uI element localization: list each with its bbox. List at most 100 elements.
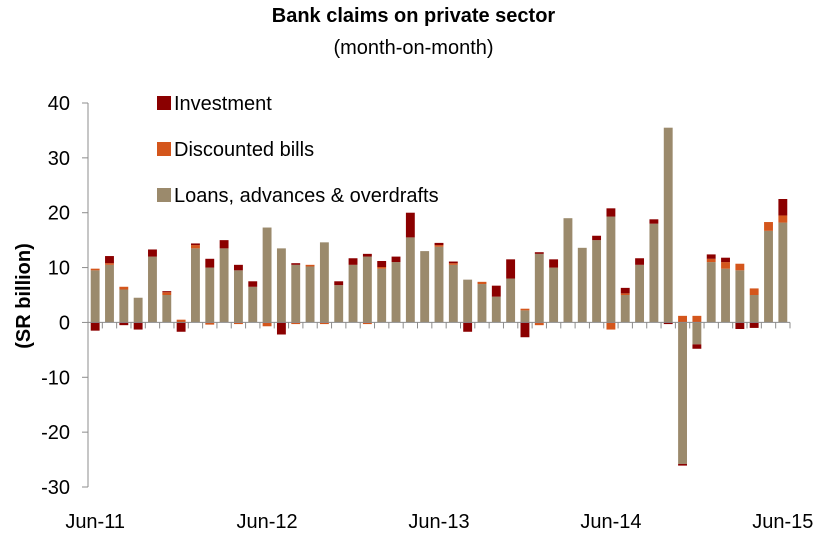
bar-investment xyxy=(391,256,401,263)
bar-loans-advances-overdrafts xyxy=(477,284,487,323)
bar-discounted-bills xyxy=(534,322,544,326)
bar-loans-advances-overdrafts xyxy=(448,264,458,323)
bar-loans-advances-overdrafts xyxy=(305,266,315,323)
bar-investment xyxy=(176,322,186,332)
bar-investment xyxy=(105,256,114,264)
bar-discounted-bills xyxy=(377,267,387,269)
bar-investment xyxy=(334,281,344,286)
bar-investment xyxy=(377,260,387,268)
bar-loans-advances-overdrafts xyxy=(735,270,745,323)
bar-discounted-bills xyxy=(706,258,716,263)
bar-investment xyxy=(348,258,358,265)
bar-loans-advances-overdrafts xyxy=(377,268,387,323)
bar-loans-advances-overdrafts xyxy=(219,248,229,323)
bar-investment xyxy=(592,235,602,241)
bar-loans-advances-overdrafts xyxy=(620,295,630,323)
bar-investment xyxy=(463,322,473,332)
bar-investment xyxy=(448,261,458,264)
chart-title: Bank claims on private sector xyxy=(271,5,556,27)
bar-investment xyxy=(219,240,229,249)
x-tick-label: Jun-12 xyxy=(237,511,298,533)
legend: Investment Discounted bills Loans, advance… xyxy=(157,93,439,207)
bar-loans-advances-overdrafts xyxy=(663,127,673,323)
bar-loans-advances-overdrafts xyxy=(148,256,157,323)
legend-label-investment: Investment xyxy=(174,93,272,115)
bar-loans-advances-overdrafts xyxy=(692,322,702,345)
bar-discounted-bills xyxy=(606,322,616,330)
bar-discounted-bills xyxy=(291,322,301,325)
bar-loans-advances-overdrafts xyxy=(721,268,730,323)
bar-investment xyxy=(649,219,659,224)
bar-loans-advances-overdrafts xyxy=(606,216,616,323)
bar-loans-advances-overdrafts xyxy=(534,253,544,323)
bar-investment xyxy=(506,259,516,279)
bar-loans-advances-overdrafts xyxy=(291,264,301,323)
y-tick-label: 20 xyxy=(48,203,70,225)
bar-investment xyxy=(148,249,157,257)
bar-investment xyxy=(133,322,143,330)
bar-discounted-bills xyxy=(205,322,215,325)
bar-investment xyxy=(663,322,673,325)
bar-loans-advances-overdrafts xyxy=(362,256,372,323)
bar-loans-advances-overdrafts xyxy=(90,270,100,323)
axes-layer xyxy=(82,102,791,488)
bar-loans-advances-overdrafts xyxy=(233,270,243,323)
bar-loans-advances-overdrafts xyxy=(749,295,759,323)
bar-investment xyxy=(90,322,100,331)
tick-labels-layer: -30 -20 -10 0 10 20 30 40 Jun-11 Jun-12 Jun-13 Jun-… xyxy=(41,93,813,533)
bar-investment xyxy=(191,243,200,246)
bar-investment xyxy=(233,264,243,271)
legend-swatch-loans-advances-overdrafts xyxy=(157,188,171,202)
bar-loans-advances-overdrafts xyxy=(420,251,430,323)
bar-loans-advances-overdrafts xyxy=(162,295,172,323)
bar-investment xyxy=(549,259,559,268)
bar-discounted-bills xyxy=(319,322,329,325)
y-tick-label: 10 xyxy=(48,258,70,280)
bar-investment xyxy=(635,258,645,265)
x-tick-label: Jun-15 xyxy=(752,511,813,533)
x-tick-label: Jun-11 xyxy=(65,511,125,533)
y-tick-label: 30 xyxy=(48,148,70,170)
bar-loans-advances-overdrafts xyxy=(463,279,473,323)
bar-loans-advances-overdrafts xyxy=(405,237,415,323)
chart-subtitle: (month-on-month) xyxy=(333,37,494,59)
bar-loans-advances-overdrafts xyxy=(491,296,501,323)
bar-loans-advances-overdrafts xyxy=(334,285,344,323)
bar-investment xyxy=(620,287,630,294)
bar-discounted-bills xyxy=(735,263,745,271)
bar-loans-advances-overdrafts xyxy=(119,289,129,323)
bar-investment xyxy=(749,322,759,328)
bar-investment xyxy=(606,208,616,217)
bar-loans-advances-overdrafts xyxy=(248,286,258,323)
bar-discounted-bills xyxy=(362,322,372,325)
bar-investment xyxy=(678,463,687,466)
bar-discounted-bills xyxy=(162,292,172,295)
bar-investment xyxy=(491,285,501,297)
bar-loans-advances-overdrafts xyxy=(764,230,773,323)
bar-investment xyxy=(162,291,172,293)
y-tick-label: -20 xyxy=(41,422,70,444)
bar-loans-advances-overdrafts xyxy=(706,262,716,323)
bar-discounted-bills xyxy=(678,315,687,323)
legend-swatch-discounted-bills xyxy=(157,142,171,156)
x-tick-label: Jun-14 xyxy=(580,511,641,533)
bar-investment xyxy=(119,322,129,326)
bar-investment xyxy=(434,242,444,246)
bar-investment xyxy=(534,252,544,254)
bar-investment xyxy=(291,263,301,265)
bar-discounted-bills xyxy=(105,263,114,265)
bar-discounted-bills xyxy=(448,263,458,265)
bar-discounted-bills xyxy=(233,322,243,325)
bar-loans-advances-overdrafts xyxy=(105,264,114,323)
bar-loans-advances-overdrafts xyxy=(133,297,143,323)
bar-loans-advances-overdrafts xyxy=(391,262,401,323)
bar-discounted-bills xyxy=(305,264,315,267)
bar-discounted-bills xyxy=(477,281,487,285)
bar-loans-advances-overdrafts xyxy=(434,246,444,323)
bar-investment xyxy=(520,322,530,338)
bar-investment xyxy=(362,253,372,257)
bar-discounted-bills xyxy=(119,286,129,290)
bar-discounted-bills xyxy=(749,288,759,295)
bar-investment xyxy=(692,344,702,349)
